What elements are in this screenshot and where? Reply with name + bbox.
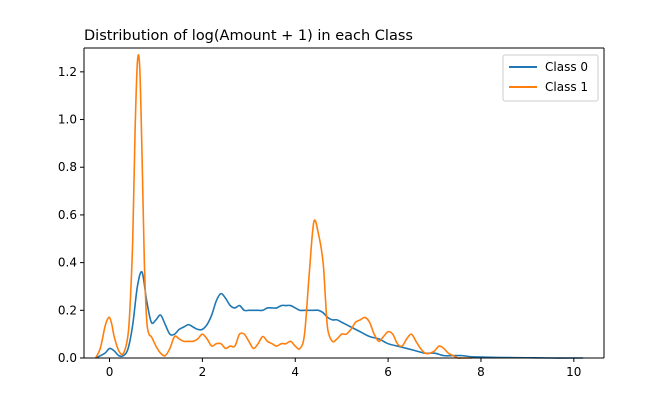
x-tick-label: 10 (566, 365, 581, 379)
legend: Class 0 Class 1 (502, 54, 599, 102)
y-tick-label: 1.2 (58, 65, 77, 79)
y-tick-label: 0.4 (58, 256, 77, 270)
chart-title: Distribution of log(Amount + 1) in each … (84, 28, 413, 44)
axes-frame (83, 47, 605, 359)
y-tick-label: 0.2 (58, 303, 77, 317)
series-line-class-1 (94, 54, 472, 359)
y-tick-label: 0.8 (58, 160, 77, 174)
legend-label-class-0: Class 0 (545, 60, 588, 74)
x-tick-label: 8 (477, 365, 485, 379)
x-tick-label: 6 (384, 365, 392, 379)
series-line-class-0 (95, 270, 584, 359)
y-tick-label: 0.0 (58, 351, 77, 365)
legend-label-class-1: Class 1 (545, 80, 588, 94)
x-tick-label: 2 (199, 365, 207, 379)
series-layer (94, 54, 584, 359)
y-tick-label: 0.6 (58, 208, 77, 222)
x-tick-label: 4 (291, 365, 299, 379)
x-tick-label: 0 (106, 365, 114, 379)
y-tick-label: 1.0 (58, 113, 77, 127)
x-axis-ticks: 0 2 4 6 8 10 (106, 358, 581, 379)
y-axis-ticks: 0.0 0.2 0.4 0.6 0.8 1.0 1.2 (58, 65, 84, 365)
